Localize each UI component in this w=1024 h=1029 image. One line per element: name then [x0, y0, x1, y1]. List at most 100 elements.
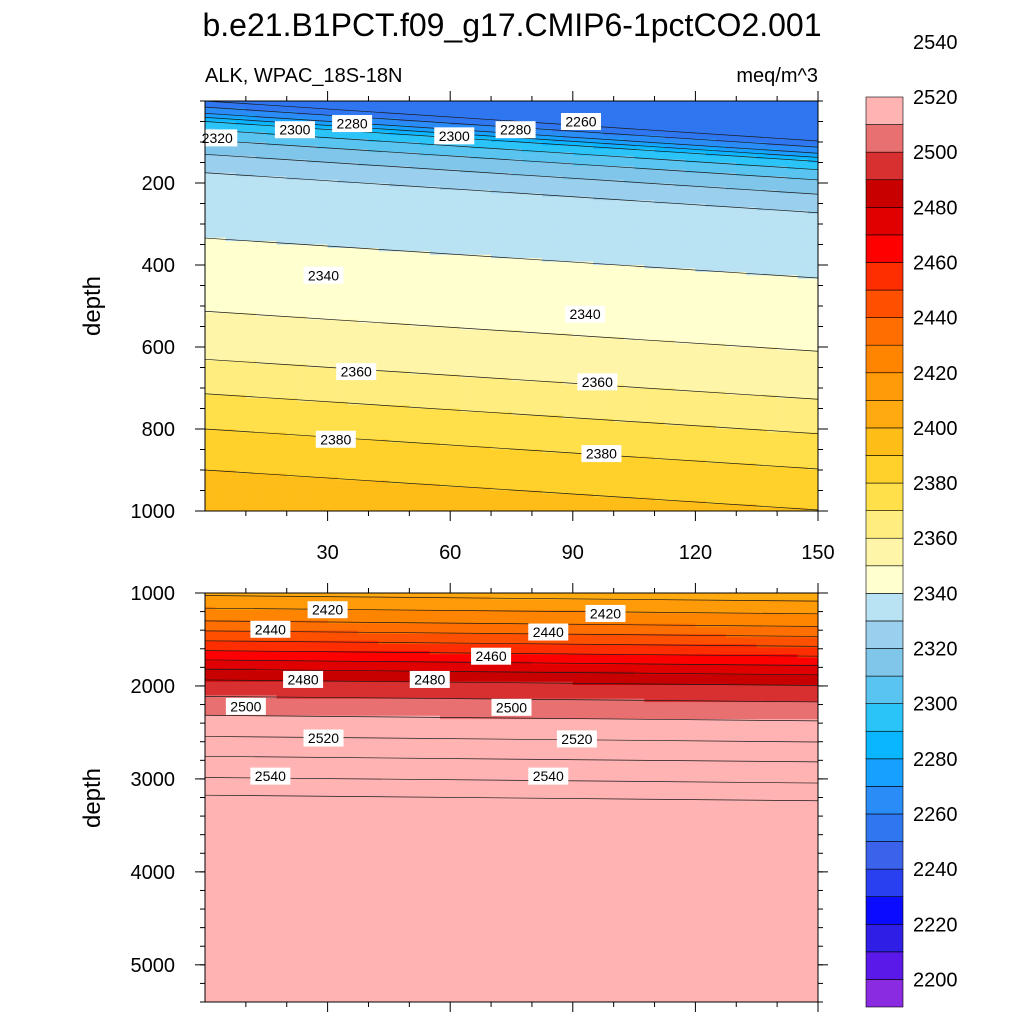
field-cell: [593, 350, 605, 355]
field-cell: [286, 312, 298, 317]
field-cell: [215, 241, 227, 246]
field-cell: [511, 374, 523, 379]
field-cell: [470, 306, 482, 311]
field-cell: [491, 196, 502, 201]
field-cell: [409, 104, 421, 109]
field-cell: [593, 200, 605, 205]
field-cell: [215, 507, 227, 511]
field-cell: [480, 104, 492, 109]
field-cell: [562, 299, 574, 304]
field-cell: [307, 288, 318, 293]
field-cell: [429, 319, 441, 324]
field-cell: [593, 179, 605, 184]
field-cell: [491, 466, 502, 471]
field-cell: [511, 504, 523, 509]
field-cell: [378, 234, 390, 239]
field-cell: [450, 504, 462, 509]
field-cell: [613, 200, 625, 205]
field-cell: [266, 446, 278, 451]
field-cell: [439, 370, 451, 375]
field-cell: [205, 107, 216, 112]
field-cell: [583, 504, 594, 509]
field-cell: [521, 176, 533, 181]
field-cell: [542, 350, 553, 355]
field-cell: [623, 142, 635, 147]
field-cell: [327, 401, 339, 406]
field-cell: [276, 104, 288, 109]
field-cell: [266, 224, 278, 229]
field-cell: [225, 500, 237, 505]
field-cell: [552, 442, 564, 447]
field-cell: [317, 148, 329, 153]
field-cell: [286, 189, 298, 194]
field-cell: [572, 107, 584, 112]
field-cell: [439, 381, 451, 386]
field-cell: [419, 176, 431, 181]
field-cell: [399, 429, 410, 434]
field-cell: [470, 357, 482, 362]
field-cell: [511, 429, 523, 434]
field-cell: [562, 432, 574, 437]
field-cell: [511, 507, 523, 511]
field-cell: [439, 384, 451, 389]
field-cell: [235, 370, 247, 375]
field-cell: [460, 179, 472, 184]
field-cell: [470, 497, 482, 502]
field-cell: [480, 251, 492, 256]
field-cell: [388, 172, 400, 177]
field-cell: [245, 278, 257, 283]
field-cell: [348, 405, 359, 410]
field-cell: [399, 142, 410, 147]
field-cell: [348, 415, 359, 420]
field-cell: [348, 189, 359, 194]
field-cell: [378, 165, 390, 170]
field-cell: [337, 312, 349, 317]
field-cell: [337, 172, 349, 177]
field-cell: [327, 241, 339, 246]
field-cell: [491, 224, 502, 229]
field-cell: [593, 247, 605, 252]
field-cell: [388, 422, 400, 427]
field-cell: [623, 261, 635, 266]
field-cell: [266, 230, 278, 235]
field-cell: [296, 480, 308, 485]
field-cell: [460, 306, 472, 311]
field-cell: [419, 285, 431, 290]
field-cell: [552, 350, 564, 355]
field-cell: [266, 183, 278, 188]
field-cell: [348, 135, 359, 140]
field-cell: [399, 247, 410, 252]
field-cell: [399, 124, 410, 129]
field-cell: [266, 452, 278, 457]
field-cell: [388, 138, 400, 143]
field-cell: [491, 251, 502, 256]
field-cell: [399, 353, 410, 358]
field-cell: [419, 374, 431, 379]
field-cell: [470, 138, 482, 143]
field-cell: [542, 408, 553, 413]
field-cell: [286, 394, 298, 399]
field-cell: [348, 497, 359, 502]
field-cell: [429, 101, 441, 106]
field-cell: [419, 244, 431, 249]
field-cell: [378, 319, 390, 324]
field-cell: [296, 234, 308, 239]
field-cell: [501, 251, 513, 256]
field-cell: [245, 124, 257, 129]
field-cell: [552, 306, 564, 311]
field-cell: [439, 480, 451, 485]
field-cell: [562, 347, 574, 352]
field-cell: [583, 364, 594, 369]
field-cell: [542, 432, 553, 437]
field-cell: [521, 217, 533, 222]
field-cell: [511, 169, 523, 174]
field-cell: [450, 476, 462, 481]
field-cell: [327, 483, 339, 488]
field-cell: [542, 176, 553, 181]
field-cell: [439, 162, 451, 167]
field-cell: [276, 162, 288, 167]
field-cell: [613, 497, 625, 502]
field-cell: [583, 104, 594, 109]
field-cell: [225, 302, 237, 307]
field-cell: [480, 135, 492, 140]
